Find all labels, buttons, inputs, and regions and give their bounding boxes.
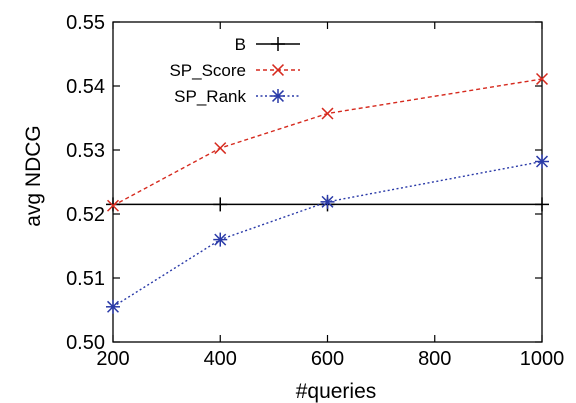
series-line-SP_Score bbox=[112, 78, 543, 207]
y-tick-label-0.55: 0.55 bbox=[66, 12, 105, 34]
y-tick-label-0.53: 0.53 bbox=[66, 140, 105, 162]
legend: B SP_Score SP_Rank bbox=[169, 35, 300, 106]
legend-marker-SP_Rank bbox=[271, 89, 285, 103]
legend-entry-SP_Score: SP_Score bbox=[169, 61, 300, 80]
data-point-SP_Score-200 bbox=[107, 199, 119, 212]
y-tick-label-0.50: 0.50 bbox=[66, 332, 105, 354]
legend-label-B: B bbox=[235, 35, 246, 54]
ticks-layer: 200 400 600 800 1000 0.50 0.51 0.52 0.53 0.54 0.55 bbox=[66, 12, 564, 370]
x-tick-label-200: 200 bbox=[96, 348, 129, 370]
series-SP_Rank bbox=[106, 154, 549, 314]
y-tick-label-0.54: 0.54 bbox=[66, 76, 105, 98]
data-point-SP_Rank-400 bbox=[213, 232, 228, 247]
data-point-B-200 bbox=[106, 197, 120, 212]
legend-label-SP_Score: SP_Score bbox=[169, 61, 246, 80]
y-tick-label-0.51: 0.51 bbox=[66, 268, 105, 290]
x-tick-label-800: 800 bbox=[418, 348, 451, 370]
legend-label-SP_Rank: SP_Rank bbox=[174, 87, 246, 106]
data-point-SP_Score-600 bbox=[321, 107, 334, 120]
data-point-SP_Score-400 bbox=[214, 142, 227, 155]
data-point-SP_Rank-600 bbox=[320, 194, 335, 209]
series-line-SP_Rank bbox=[112, 160, 543, 308]
y-axis-title: avg NDCG bbox=[22, 125, 45, 227]
x-tick-label-1000: 1000 bbox=[520, 348, 565, 370]
x-tick-label-400: 400 bbox=[204, 348, 237, 370]
data-point-SP_Rank-1000 bbox=[535, 154, 549, 169]
series-SP_Score bbox=[107, 72, 548, 212]
data-point-SP_Rank-200 bbox=[106, 299, 120, 314]
series-layer bbox=[106, 72, 549, 314]
legend-marker-B bbox=[271, 37, 285, 51]
y-tick-label-0.52: 0.52 bbox=[66, 204, 105, 226]
legend-marker-SP_Score bbox=[272, 64, 284, 76]
x-tick-label-600: 600 bbox=[311, 348, 344, 370]
legend-entry-B: B bbox=[235, 35, 300, 54]
data-point-SP_Score-1000 bbox=[536, 72, 548, 85]
legend-entry-SP_Rank: SP_Rank bbox=[174, 87, 300, 106]
data-point-B-1000 bbox=[535, 197, 549, 212]
data-point-B-400 bbox=[213, 197, 228, 212]
x-axis-title: #queries bbox=[296, 380, 377, 403]
